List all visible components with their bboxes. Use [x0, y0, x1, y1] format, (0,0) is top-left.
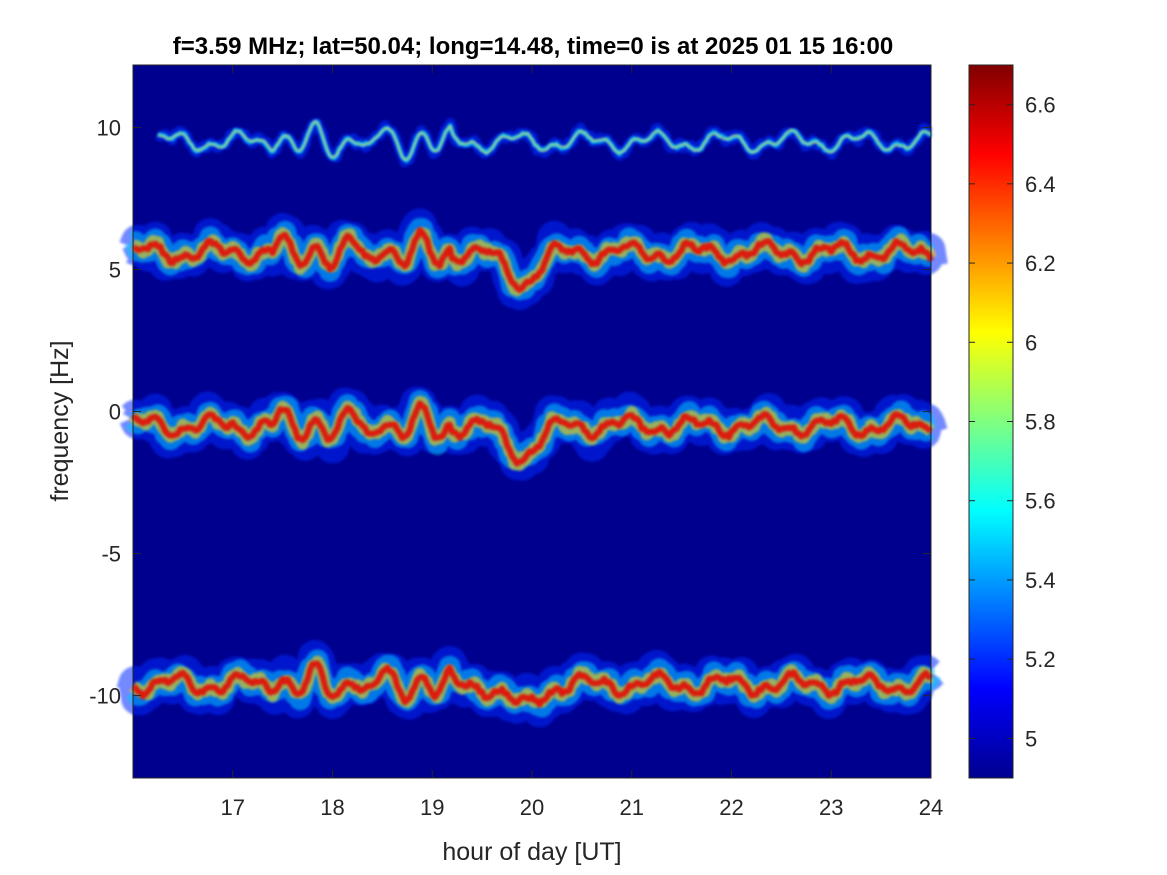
x-axis-label: hour of day [UT]	[442, 838, 621, 866]
chart-title: f=3.59 MHz; lat=50.04; long=14.48, time=…	[173, 33, 893, 60]
band-trace	[157, 120, 932, 161]
y-tick-label: -5	[101, 542, 121, 567]
y-axis-label: frequency [Hz]	[46, 340, 74, 501]
band-trace	[131, 660, 933, 708]
y-tick-label: 10	[97, 115, 121, 140]
colorbar-tick-label: 6	[1025, 330, 1037, 355]
spectral-band	[154, 117, 934, 168]
y-axis: 10 5 0 -5 -10	[89, 115, 931, 709]
x-tick-label: 21	[620, 795, 644, 820]
colorbar-tick-label: 6.6	[1025, 93, 1056, 118]
x-tick-label: 22	[719, 795, 743, 820]
colorbar-tick-label: 5.4	[1025, 568, 1056, 593]
colorbar-tick-label: 6.2	[1025, 251, 1056, 276]
x-tick-label: 23	[819, 795, 843, 820]
y-tick-label: 5	[109, 258, 121, 283]
y-tick-label: 0	[109, 400, 121, 425]
colorbar-tick-label: 6.4	[1025, 172, 1056, 197]
x-tick-label: 18	[320, 795, 344, 820]
colorbar: 6.6 6.4 6.2 6 5.8 5.6 5.4 5.2 5	[968, 64, 1056, 779]
band-trace	[130, 400, 933, 467]
spectral-band	[116, 640, 946, 728]
colorbar-ticks: 6.6 6.4 6.2 6 5.8 5.6 5.4 5.2 5	[969, 93, 1056, 751]
y-tick-label: -10	[89, 684, 121, 709]
colorbar-tick-label: 5.6	[1025, 489, 1056, 514]
plot-area	[116, 64, 948, 779]
spectral-band	[118, 208, 948, 310]
colorbar-tick-label: 5.2	[1025, 647, 1056, 672]
x-axis: 17 18 19 20 21 22 23 24	[221, 65, 943, 820]
colorbar-tick-label: 5	[1025, 726, 1037, 751]
x-tick-label: 24	[919, 795, 943, 820]
spectral-bands	[116, 117, 948, 728]
x-tick-label: 19	[420, 795, 444, 820]
band-trace	[132, 227, 934, 293]
colorbar-tick-label: 5.8	[1025, 410, 1056, 435]
x-tick-label: 17	[221, 795, 245, 820]
colorbar-gradient	[968, 64, 1014, 779]
spectral-band	[118, 386, 948, 481]
x-tick-label: 20	[520, 795, 544, 820]
